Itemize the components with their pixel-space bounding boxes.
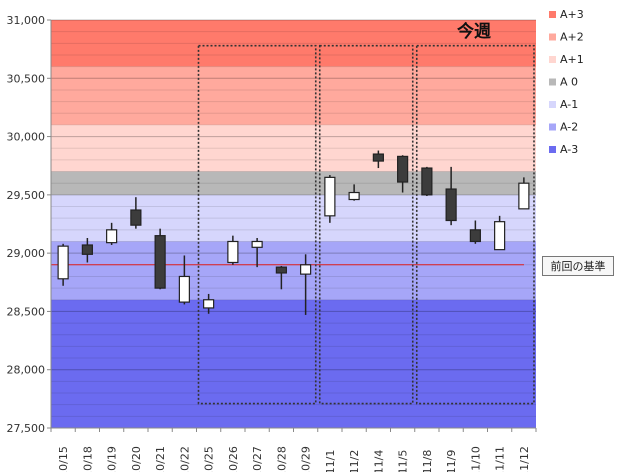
legend-swatch: [549, 123, 556, 131]
minor-gridlines: [51, 31, 536, 417]
candle-layer: [57, 150, 530, 315]
candle-body: [130, 209, 142, 226]
x-tick-label: 10/25: [203, 446, 216, 472]
week-box-2: [415, 44, 535, 405]
x-tick-label: 10/27: [251, 446, 264, 472]
band-5: [51, 241, 536, 300]
candle-body: [154, 235, 166, 289]
candle-body: [57, 245, 69, 280]
legend-label: A-2: [560, 121, 578, 134]
x-tick-label: 10/18: [81, 446, 94, 472]
y-tick-labels: 27,500 28,000 28,500 29,000 29,500 30,000 30,5…: [7, 14, 46, 435]
reference-line-label: 前回の基準: [542, 256, 614, 276]
x-tick-label: 10/29: [300, 446, 313, 472]
x-tick-label: 11/11: [494, 446, 507, 472]
y-tick-label: 30,000: [7, 131, 46, 144]
candle-body: [251, 240, 263, 248]
x-tick-label: 11/4: [372, 450, 385, 472]
legend-swatch: [549, 78, 556, 86]
current-week-label: 今週: [457, 21, 491, 42]
x-tick-label: 10/19: [106, 446, 119, 472]
legend-swatch: [549, 146, 556, 153]
band-2: [51, 124, 536, 172]
week-box-0: [197, 44, 317, 405]
x-tick-label: 11/8: [421, 450, 434, 472]
x-tick-label: 11/10: [469, 446, 482, 472]
band-0: [51, 20, 536, 67]
band-layer: [51, 20, 536, 428]
y-tick-label: 29,000: [7, 247, 46, 260]
legend-label: A 0: [560, 76, 578, 89]
candle-body: [518, 182, 530, 210]
candle-body: [300, 264, 312, 275]
x-tick-label: 10/21: [154, 446, 167, 472]
candle-body: [469, 229, 481, 243]
band-6: [51, 299, 536, 428]
candle-body: [227, 240, 239, 264]
x-tick-label: 10/28: [275, 446, 288, 472]
x-tick-labels: 10/15 10/18 10/19 10/20 10/21 10/22 10/25 10/26…: [57, 446, 531, 472]
legend-label: A-1: [560, 98, 578, 111]
candle-body: [348, 191, 360, 201]
x-tick-label: 11/1: [324, 450, 337, 472]
x-tick-label: 10/15: [57, 446, 70, 472]
x-tick-label: 11/5: [397, 450, 410, 472]
y-tick-label: 28,000: [7, 364, 46, 377]
legend-swatch: [549, 56, 556, 63]
y-tick-label: 27,500: [7, 422, 46, 435]
candle-body: [203, 299, 215, 309]
x-tick-label: 11/9: [445, 450, 458, 472]
legend-label: A+3: [560, 8, 584, 21]
candle-body: [275, 266, 287, 274]
legend-label: A+2: [560, 31, 584, 44]
y-tick-label: 28,500: [7, 305, 46, 318]
x-tick-label: 10/26: [227, 446, 240, 472]
week-box-layer: [197, 44, 535, 405]
legend-label: A+1: [560, 53, 584, 66]
candle-body: [421, 167, 433, 196]
week-box-1: [318, 44, 414, 405]
x-tick-label: 10/20: [130, 446, 143, 472]
candle-body: [494, 221, 506, 251]
band-3: [51, 171, 536, 195]
candle-body: [324, 176, 336, 217]
candle-body: [372, 153, 384, 162]
candle-body: [178, 275, 190, 303]
candle-body: [81, 244, 93, 255]
y-tick-label: 31,000: [7, 14, 46, 27]
legend: A+3 A+2 A+1 A 0 A-1 A-2 A-3: [549, 8, 584, 156]
legend-label: A-3: [560, 143, 578, 156]
legend-swatch: [549, 11, 556, 18]
y-tick-label: 29,500: [7, 189, 46, 202]
axes-layer: [47, 19, 537, 432]
band-1: [51, 66, 536, 125]
x-tick-label: 10/22: [178, 446, 191, 472]
x-tick-label: 11/2: [348, 450, 361, 472]
legend-swatch: [549, 33, 556, 41]
candle-body: [397, 155, 409, 183]
x-tick-label: 11/12: [518, 446, 531, 472]
legend-swatch: [549, 101, 556, 108]
candle-body: [106, 229, 118, 244]
candle-body: [445, 188, 457, 222]
y-tick-label: 30,500: [7, 72, 46, 85]
